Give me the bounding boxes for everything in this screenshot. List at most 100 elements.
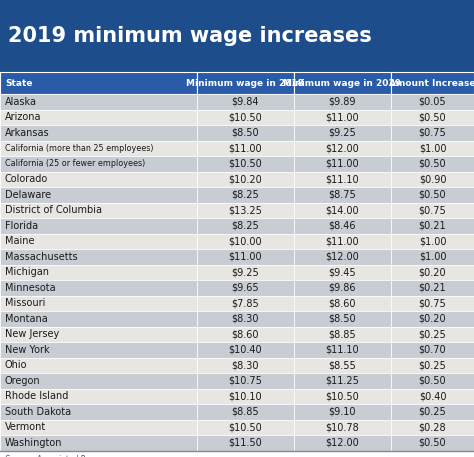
Bar (294, 218, 391, 234)
Bar (294, 296, 391, 311)
Text: $10.00: $10.00 (228, 236, 262, 246)
Bar (197, 125, 294, 140)
Bar (197, 326, 294, 342)
Text: Montana: Montana (5, 314, 48, 324)
Bar (391, 404, 474, 420)
Text: Source: Associated Press: Source: Associated Press (5, 456, 101, 457)
Text: Minimum wage in 2019: Minimum wage in 2019 (283, 79, 401, 87)
Text: $8.25: $8.25 (231, 221, 259, 231)
Text: $11.00: $11.00 (228, 252, 262, 262)
Bar (391, 156, 474, 171)
Text: $9.84: $9.84 (231, 97, 259, 107)
Text: $0.20: $0.20 (419, 267, 447, 277)
Text: $0.50: $0.50 (419, 159, 447, 169)
Bar (197, 234, 294, 249)
Text: $11.10: $11.10 (326, 174, 359, 184)
Bar (294, 280, 391, 296)
Bar (197, 249, 294, 265)
Text: $8.50: $8.50 (231, 128, 259, 138)
Text: Minimum wage in 2018: Minimum wage in 2018 (186, 79, 304, 87)
Text: $10.40: $10.40 (228, 345, 262, 355)
Bar (391, 296, 474, 311)
Bar (0, 202, 197, 218)
Text: $0.28: $0.28 (419, 422, 447, 432)
Text: $7.85: $7.85 (231, 298, 259, 308)
Bar (0, 125, 197, 140)
Bar (0, 171, 197, 187)
Bar (197, 202, 294, 218)
Bar (391, 265, 474, 280)
Bar (197, 171, 294, 187)
Text: $0.50: $0.50 (419, 112, 447, 122)
Bar (391, 249, 474, 265)
Bar (197, 110, 294, 125)
Bar (391, 110, 474, 125)
Text: $9.89: $9.89 (328, 97, 356, 107)
Bar (197, 156, 294, 171)
Text: $0.50: $0.50 (419, 376, 447, 386)
Bar (391, 171, 474, 187)
Text: Arkansas: Arkansas (5, 128, 50, 138)
Text: $9.10: $9.10 (328, 407, 356, 417)
Bar (197, 404, 294, 420)
Text: $8.30: $8.30 (231, 360, 259, 370)
Bar (391, 342, 474, 357)
Text: Missouri: Missouri (5, 298, 46, 308)
Bar (391, 125, 474, 140)
Text: Massachusetts: Massachusetts (5, 252, 78, 262)
Text: $1.00: $1.00 (419, 252, 447, 262)
Text: $0.05: $0.05 (419, 97, 447, 107)
Bar (197, 187, 294, 202)
Bar (197, 265, 294, 280)
Bar (294, 234, 391, 249)
Text: $11.00: $11.00 (326, 112, 359, 122)
Bar (197, 72, 294, 94)
Text: Minnesota: Minnesota (5, 283, 55, 293)
Text: $8.30: $8.30 (231, 314, 259, 324)
Text: Delaware: Delaware (5, 190, 51, 200)
Text: $0.50: $0.50 (419, 190, 447, 200)
Text: $11.10: $11.10 (326, 345, 359, 355)
Bar (294, 435, 391, 451)
Bar (294, 404, 391, 420)
Bar (391, 187, 474, 202)
Text: $0.20: $0.20 (419, 314, 447, 324)
Bar (0, 187, 197, 202)
Text: $9.25: $9.25 (231, 267, 259, 277)
Bar (391, 234, 474, 249)
Text: Arizona: Arizona (5, 112, 42, 122)
Bar (294, 187, 391, 202)
Bar (391, 94, 474, 110)
Text: $0.25: $0.25 (419, 407, 447, 417)
Bar (294, 72, 391, 94)
Bar (0, 234, 197, 249)
Text: $9.65: $9.65 (231, 283, 259, 293)
Bar (0, 373, 197, 388)
Bar (0, 311, 197, 326)
Text: $9.86: $9.86 (328, 283, 356, 293)
Text: $13.25: $13.25 (228, 205, 262, 215)
Text: $11.00: $11.00 (326, 236, 359, 246)
Bar (197, 311, 294, 326)
Bar (391, 202, 474, 218)
Bar (197, 373, 294, 388)
Text: California (25 or fewer employees): California (25 or fewer employees) (5, 159, 145, 168)
Text: New Jersey: New Jersey (5, 329, 59, 339)
Text: $8.60: $8.60 (231, 329, 259, 339)
Bar (294, 326, 391, 342)
Text: $10.50: $10.50 (228, 422, 262, 432)
Bar (0, 249, 197, 265)
Bar (0, 388, 197, 404)
Text: $8.85: $8.85 (231, 407, 259, 417)
Text: $10.50: $10.50 (326, 391, 359, 401)
Text: Ohio: Ohio (5, 360, 27, 370)
Text: $8.50: $8.50 (328, 314, 356, 324)
Bar (0, 156, 197, 171)
Text: $1.00: $1.00 (419, 143, 447, 153)
Text: $8.85: $8.85 (328, 329, 356, 339)
Text: $8.46: $8.46 (328, 221, 356, 231)
Bar (0, 280, 197, 296)
Bar (391, 140, 474, 156)
Bar (391, 373, 474, 388)
Text: Vermont: Vermont (5, 422, 46, 432)
